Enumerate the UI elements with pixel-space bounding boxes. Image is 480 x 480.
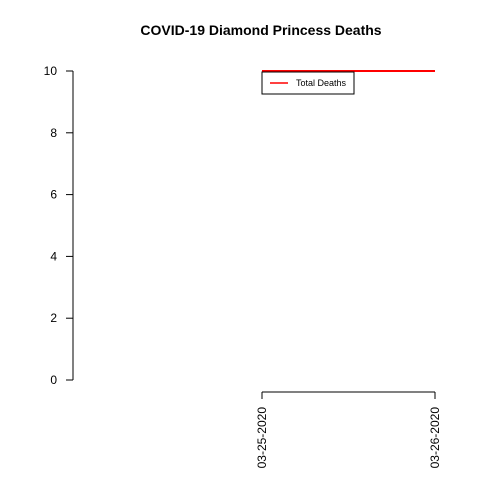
y-tick-label: 0 [50,373,57,387]
y-tick-label: 2 [50,311,57,325]
x-tick-label: 03-25-2020 [255,407,269,469]
x-axis: 03-25-2020 03-26-2020 [255,391,442,469]
y-tick-label: 10 [44,64,58,78]
x-tick-label: 03-26-2020 [428,407,442,469]
chart-title: COVID-19 Diamond Princess Deaths [140,22,381,38]
y-tick-label: 8 [50,126,57,140]
y-tick-label: 4 [50,249,57,263]
legend: Total Deaths [261,71,355,95]
y-tick-label: 6 [50,188,57,202]
y-axis: 0 2 4 6 8 10 [44,64,74,387]
legend-label: Total Deaths [296,78,347,88]
legend-box [261,71,355,95]
